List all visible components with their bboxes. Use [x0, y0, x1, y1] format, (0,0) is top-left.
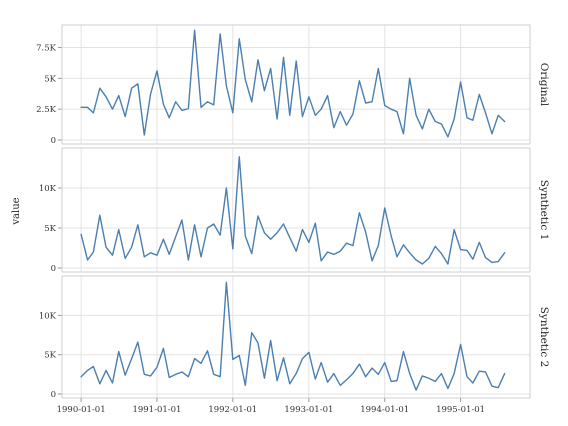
y-tick-label: 5K	[44, 224, 56, 234]
x-tick-label: 1995-01-01	[436, 405, 485, 415]
series-line-synthetic-1	[80, 156, 506, 265]
x-tick-label: 1992-01-01	[208, 405, 257, 415]
x-tick-label: 1994-01-01	[360, 405, 409, 415]
facet-label: Original	[538, 63, 550, 107]
x-tick-label: 1991-01-01	[132, 405, 181, 415]
y-tick-label: 0	[51, 264, 56, 274]
y-tick-label: 0	[51, 390, 56, 400]
y-tick-label: 0	[51, 136, 56, 146]
y-tick-label: 10K	[39, 311, 57, 321]
y-tick-label: 5K	[44, 74, 56, 84]
y-tick-label: 7.5K	[36, 44, 57, 54]
facet-label: Synthetic 2	[538, 307, 550, 368]
series-layer	[80, 29, 506, 391]
series-line-original	[80, 29, 506, 138]
y-axis-label: value	[11, 197, 22, 225]
y-tick-label: 10K	[39, 184, 57, 194]
label-layer: 0 2.5K 5K 7.5K Original 0 5K 10K Synthetic 1 0 5K 1…	[11, 44, 550, 416]
x-tick-label: 1990-01-01	[57, 405, 106, 415]
facet-label: Synthetic 1	[538, 180, 550, 241]
panel-frame	[61, 147, 531, 273]
y-tick-label: 2.5K	[36, 105, 57, 115]
y-tick-label: 5K	[44, 351, 56, 361]
x-tick-label: 1993-01-01	[284, 405, 333, 415]
frame-layer	[58, 24, 531, 402]
panel-frame	[61, 24, 531, 145]
panel-frame	[61, 275, 531, 399]
grid-layer	[62, 25, 530, 398]
series-line-synthetic-2	[80, 281, 506, 391]
